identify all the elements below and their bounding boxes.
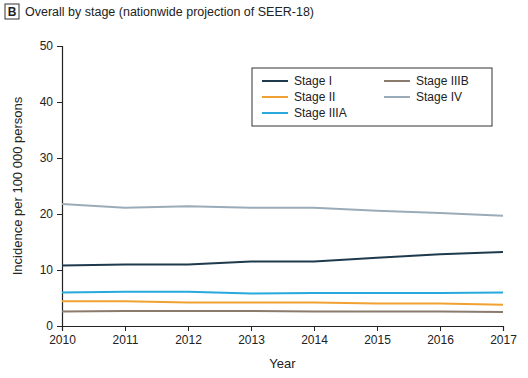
tick-mark bbox=[440, 326, 441, 331]
tick-label: 20 bbox=[40, 207, 54, 221]
legend-box bbox=[252, 68, 492, 126]
tick: 2015 bbox=[364, 326, 391, 347]
tick: 2016 bbox=[427, 326, 454, 347]
tick-mark bbox=[57, 270, 62, 271]
legend-label: Stage IV bbox=[416, 90, 462, 104]
legend-label: Stage II bbox=[294, 90, 335, 104]
axis-line bbox=[63, 327, 504, 332]
tick-label: 2011 bbox=[113, 333, 139, 347]
series-line bbox=[62, 252, 503, 265]
legend-label: Stage IIIB bbox=[416, 74, 469, 88]
axis-line bbox=[57, 47, 63, 327]
tick-label: 40 bbox=[40, 95, 54, 109]
tick-label: 2013 bbox=[238, 333, 265, 347]
tick: 50 bbox=[40, 39, 62, 53]
tick: 2017 bbox=[490, 326, 517, 347]
tick-mark bbox=[377, 326, 378, 331]
tick-mark bbox=[503, 326, 504, 331]
title: Overall by stage (nationwide projection … bbox=[25, 5, 314, 19]
tick: 2012 bbox=[175, 326, 202, 347]
tick: 30 bbox=[40, 151, 62, 165]
tick-label: 2014 bbox=[301, 333, 328, 347]
legend-swatch bbox=[262, 80, 288, 82]
tick: 2014 bbox=[301, 326, 328, 347]
tick-mark bbox=[57, 158, 62, 159]
series-group bbox=[62, 204, 503, 312]
tick-label: 2017 bbox=[490, 333, 517, 347]
chart: B Overall by stage (nationwide projection… bbox=[0, 0, 528, 378]
y-axis: 0 10 20 30 40 50 bbox=[40, 39, 63, 333]
y-axis-title: Incidence per 100 000 persons bbox=[10, 96, 25, 275]
tick: 40 bbox=[40, 95, 62, 109]
series-line bbox=[62, 204, 503, 216]
legend-label: Stage IIIA bbox=[294, 106, 347, 120]
series-line bbox=[62, 311, 503, 312]
tick-mark bbox=[57, 102, 62, 103]
panel-label: B bbox=[8, 5, 17, 19]
tick-mark bbox=[57, 326, 62, 327]
legend-swatch bbox=[384, 96, 410, 98]
tick: 10 bbox=[40, 263, 62, 277]
legend-swatch bbox=[262, 96, 288, 98]
series-line bbox=[62, 301, 503, 304]
legend: Stage I Stage II Stage IIIA Stage IIIB Stage… bbox=[252, 68, 492, 126]
tick-label: 2010 bbox=[49, 333, 76, 347]
x-axis: 2010 2011 2012 2013 2014 2015 2016 2017 bbox=[49, 326, 517, 347]
tick-label: 30 bbox=[40, 151, 54, 165]
legend-label: Stage I bbox=[294, 74, 332, 88]
tick: 0 bbox=[46, 319, 62, 333]
tick-mark bbox=[188, 326, 189, 331]
panel-box bbox=[5, 4, 19, 19]
tick: 2011 bbox=[113, 326, 139, 347]
tick-label: 2015 bbox=[364, 333, 391, 347]
tick-mark bbox=[57, 46, 62, 47]
tick-label: 2012 bbox=[175, 333, 202, 347]
series-line bbox=[62, 292, 503, 294]
tick-label: 50 bbox=[40, 39, 54, 53]
tick-label: 10 bbox=[40, 263, 54, 277]
tick: 2010 bbox=[49, 326, 76, 347]
legend-swatch bbox=[262, 112, 288, 114]
tick-label: 2016 bbox=[427, 333, 454, 347]
x-axis-title: Year bbox=[269, 356, 296, 371]
tick-mark bbox=[125, 326, 126, 331]
legend-swatch bbox=[384, 80, 410, 82]
tick-mark bbox=[314, 326, 315, 331]
tick: 2013 bbox=[238, 326, 265, 347]
tick-mark bbox=[57, 214, 62, 215]
tick-label: 0 bbox=[46, 319, 53, 333]
tick-mark bbox=[251, 326, 252, 331]
plot: 2010 2011 2012 2013 2014 2015 2016 2017 0 10 20 30 4… bbox=[40, 39, 518, 346]
tick: 20 bbox=[40, 207, 62, 221]
